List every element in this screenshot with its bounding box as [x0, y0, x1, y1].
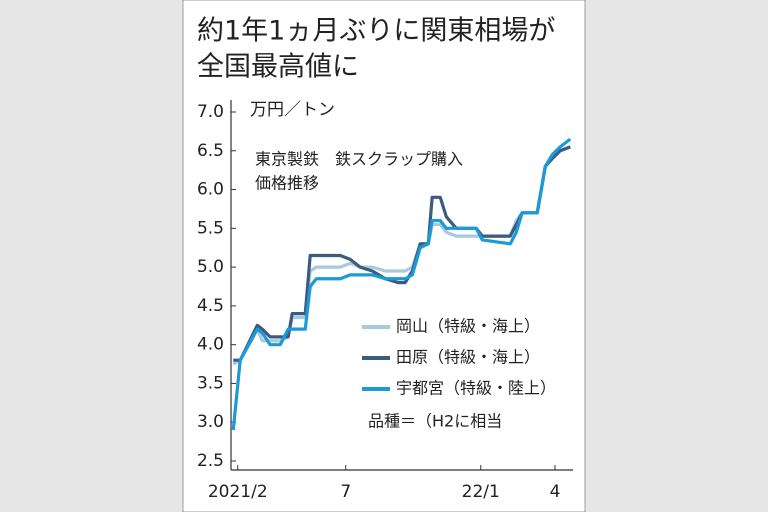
x-tick-label: 2021/2	[208, 482, 268, 502]
legend-label: 岡山（特級・海上）	[396, 317, 540, 336]
annotation: 東京製鉄 鉄スクラップ購入	[255, 150, 463, 169]
panel	[182, 0, 586, 512]
y-tick-label: 4.5	[197, 296, 224, 316]
y-tick-label: 2.5	[197, 451, 224, 471]
y-tick-label: 5.5	[197, 218, 224, 238]
y-tick-label: 4.0	[197, 335, 224, 355]
x-tick-label: 22/1	[462, 482, 500, 502]
y-tick-label: 6.0	[197, 180, 224, 200]
y-axis-label: 万円／トン	[250, 100, 335, 120]
x-tick-label: 7	[340, 482, 351, 502]
annotation: 価格推移	[255, 174, 319, 193]
series-line	[231, 137, 572, 431]
legend-label: 宇都宮（特級・陸上）	[396, 379, 556, 398]
y-tick-label: 3.5	[197, 373, 224, 393]
chart-title: 約1年1ヵ月ぶりに関東相場が	[197, 16, 555, 47]
chart-title: 全国最高値に	[197, 52, 359, 83]
y-tick-label: 5.0	[197, 257, 224, 277]
y-tick-label: 6.5	[197, 141, 224, 161]
y-tick-label: 7.0	[197, 102, 224, 122]
y-tick-label: 3.0	[197, 412, 224, 432]
legend-label: 田原（特級・海上）	[396, 348, 540, 367]
note: 品種＝（H2に相当	[368, 412, 502, 431]
x-tick-label: 4	[550, 482, 561, 502]
